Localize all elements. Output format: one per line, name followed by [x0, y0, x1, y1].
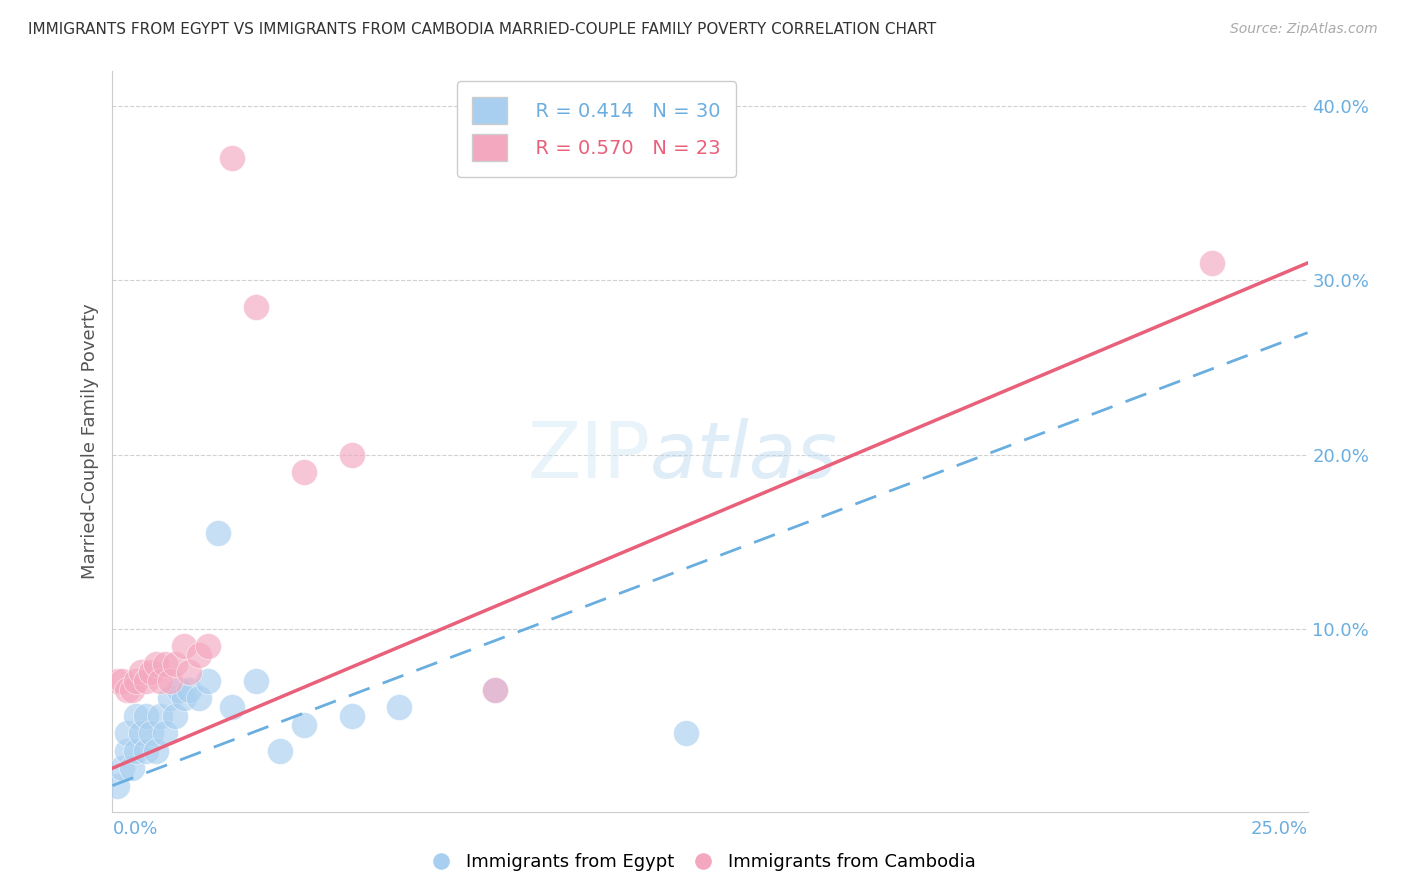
Point: [121, 761, 143, 775]
Point: [169, 682, 191, 697]
Point: [125, 744, 148, 758]
Point: [163, 709, 186, 723]
Point: [135, 674, 157, 689]
Point: [1201, 256, 1223, 270]
Point: [197, 639, 219, 653]
Point: [153, 657, 176, 671]
Point: [159, 674, 181, 689]
Point: [292, 717, 315, 731]
Point: [484, 682, 506, 697]
Point: [173, 639, 195, 653]
Point: [115, 682, 138, 697]
Text: atlas: atlas: [651, 418, 838, 494]
Point: [221, 152, 243, 166]
Point: [153, 726, 176, 740]
Point: [269, 744, 291, 758]
Point: [115, 744, 138, 758]
Point: [159, 691, 181, 706]
Point: [105, 779, 128, 793]
Point: [245, 674, 267, 689]
Point: [187, 691, 209, 706]
Point: [111, 761, 134, 775]
Point: [245, 300, 267, 314]
Point: [207, 526, 229, 541]
Point: [177, 682, 200, 697]
Point: [197, 674, 219, 689]
Text: 0.0%: 0.0%: [112, 821, 157, 838]
Point: [111, 674, 134, 689]
Point: [115, 726, 138, 740]
Point: [484, 682, 506, 697]
Point: [125, 709, 148, 723]
Text: 25.0%: 25.0%: [1250, 821, 1308, 838]
Point: [125, 674, 148, 689]
Point: [129, 726, 152, 740]
Point: [173, 691, 195, 706]
Point: [177, 665, 200, 680]
Text: IMMIGRANTS FROM EGYPT VS IMMIGRANTS FROM CAMBODIA MARRIED-COUPLE FAMILY POVERTY : IMMIGRANTS FROM EGYPT VS IMMIGRANTS FROM…: [28, 22, 936, 37]
Point: [187, 648, 209, 662]
Point: [139, 726, 162, 740]
Point: [105, 674, 128, 689]
Legend:   R = 0.414   N = 30,   R = 0.570   N = 23: R = 0.414 N = 30, R = 0.570 N = 23: [457, 81, 737, 177]
Point: [149, 709, 172, 723]
Point: [163, 657, 186, 671]
Point: [292, 465, 315, 479]
Point: [149, 674, 172, 689]
Point: [135, 709, 157, 723]
Y-axis label: Married-Couple Family Poverty: Married-Couple Family Poverty: [80, 303, 98, 580]
Text: Source: ZipAtlas.com: Source: ZipAtlas.com: [1230, 22, 1378, 37]
Point: [129, 665, 152, 680]
Point: [221, 700, 243, 714]
Point: [145, 657, 167, 671]
Point: [340, 709, 363, 723]
Legend: Immigrants from Egypt, Immigrants from Cambodia: Immigrants from Egypt, Immigrants from C…: [423, 847, 983, 879]
Point: [340, 448, 363, 462]
Point: [145, 744, 167, 758]
Point: [139, 665, 162, 680]
Point: [135, 744, 157, 758]
Point: [121, 682, 143, 697]
Text: ZIP: ZIP: [527, 418, 651, 494]
Point: [388, 700, 411, 714]
Point: [675, 726, 697, 740]
